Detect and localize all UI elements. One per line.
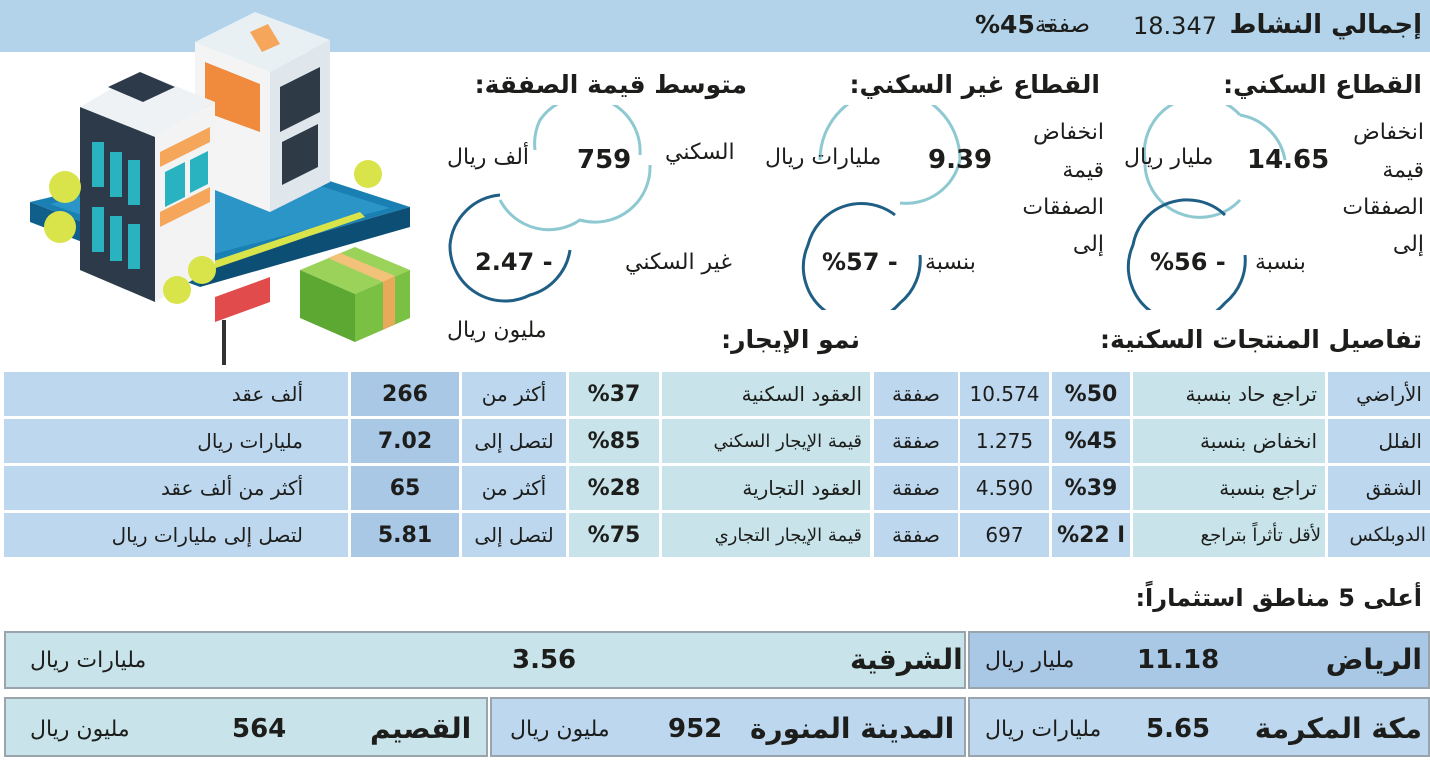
rent-pct: %75 bbox=[569, 513, 659, 557]
rent-value: 65 bbox=[351, 466, 459, 510]
product-unit: صفقة bbox=[874, 513, 958, 557]
residential-unit: مليار ريال bbox=[1124, 145, 1214, 170]
rent-qual: أكثر من bbox=[462, 372, 566, 416]
nonresidential-text-2: قيمة bbox=[1062, 158, 1104, 183]
region-madinah-unit: مليون ريال bbox=[510, 717, 610, 742]
nonresidential-unit: مليارات ريال bbox=[765, 145, 882, 170]
average-nonres-value: 2.47 - bbox=[475, 248, 553, 276]
product-pct: %22 ا bbox=[1052, 513, 1130, 557]
residential-percent: %56 - bbox=[1150, 248, 1226, 276]
product-desc: لأقل تأثراً بتراجع bbox=[1133, 513, 1325, 557]
rent-name: العقود السكنية bbox=[662, 372, 870, 416]
product-name: الفلل bbox=[1328, 419, 1430, 463]
rent-title: نمو الإيجار: bbox=[721, 325, 860, 354]
region-qassim-value: 564 bbox=[232, 714, 287, 744]
rent-value: 7.02 bbox=[351, 419, 459, 463]
average-ring bbox=[448, 105, 652, 303]
product-pct: %50 bbox=[1052, 372, 1130, 416]
product-count: 1.275 bbox=[960, 419, 1049, 463]
rent-unit: ألف عقد bbox=[4, 372, 348, 416]
product-name: الأراضي bbox=[1328, 372, 1430, 416]
product-desc: انخفاض بنسبة bbox=[1133, 419, 1325, 463]
nonresidential-value: 9.39 bbox=[928, 145, 993, 175]
product-unit: صفقة bbox=[874, 466, 958, 510]
rent-qual: لتصل إلى bbox=[462, 419, 566, 463]
nonresidential-text-1: انخفاض bbox=[1033, 120, 1104, 145]
region-riyadh-name: الرياض bbox=[1325, 643, 1422, 676]
total-deals-value: 18.347 bbox=[1133, 12, 1217, 40]
region-riyadh bbox=[968, 631, 1430, 689]
average-res-unit: ألف ريال bbox=[447, 145, 530, 170]
total-deals-unit: صفقة bbox=[1034, 12, 1090, 38]
product-name: الدوبلكس bbox=[1328, 513, 1430, 557]
residential-ratio-label: بنسبة bbox=[1255, 250, 1306, 275]
region-makkah-name: مكة المكرمة bbox=[1254, 712, 1422, 745]
total-activity-title: إجمالي النشاط bbox=[1229, 10, 1422, 40]
product-pct: %39 bbox=[1052, 466, 1130, 510]
nonresidential-ratio-label: بنسبة bbox=[925, 250, 976, 275]
average-deal-title: متوسط قيمة الصفقة: bbox=[474, 70, 747, 99]
region-madinah-value: 952 bbox=[668, 714, 723, 744]
residential-ring bbox=[1126, 105, 1287, 310]
nonresidential-sector-title: القطاع غير السكني: bbox=[849, 70, 1100, 99]
product-count: 4.590 bbox=[960, 466, 1049, 510]
nonresidential-percent: %57 - bbox=[822, 248, 898, 276]
region-sharqiya-name: الشرقية bbox=[850, 643, 963, 676]
product-unit: صفقة bbox=[874, 419, 958, 463]
rent-value: 5.81 bbox=[351, 513, 459, 557]
total-change-percent: %45 - bbox=[975, 10, 1054, 39]
region-sharqiya-value: 3.56 bbox=[512, 645, 577, 675]
residential-text-2: قيمة bbox=[1382, 158, 1424, 183]
region-riyadh-value: 11.18 bbox=[1137, 645, 1220, 675]
product-desc: تراجع حاد بنسبة bbox=[1133, 372, 1325, 416]
rent-pct: %28 bbox=[569, 466, 659, 510]
region-sharqiya-unit: مليارات ريال bbox=[30, 648, 147, 673]
residential-value: 14.65 bbox=[1247, 145, 1330, 175]
nonresidential-ring bbox=[801, 105, 962, 310]
region-madinah bbox=[490, 697, 966, 757]
product-name: الشقق bbox=[1328, 466, 1430, 510]
rent-name: قيمة الإيجار السكني bbox=[662, 419, 870, 463]
product-unit: صفقة bbox=[874, 372, 958, 416]
region-makkah-value: 5.65 bbox=[1146, 714, 1211, 744]
rent-unit: أكثر من ألف عقد bbox=[4, 466, 348, 510]
average-res-value: 759 bbox=[577, 145, 632, 175]
region-makkah-unit: مليارات ريال bbox=[985, 717, 1102, 742]
residential-text-4: إلى bbox=[1392, 232, 1424, 257]
region-qassim-name: القصيم bbox=[370, 712, 472, 745]
rent-pct: %85 bbox=[569, 419, 659, 463]
product-desc: تراجع بنسبة bbox=[1133, 466, 1325, 510]
product-pct: %45 bbox=[1052, 419, 1130, 463]
average-res-label: السكني bbox=[665, 140, 735, 165]
nonresidential-text-4: إلى bbox=[1072, 232, 1104, 257]
rent-qual: أكثر من bbox=[462, 466, 566, 510]
region-riyadh-unit: مليار ريال bbox=[985, 648, 1075, 673]
region-qassim bbox=[4, 697, 488, 757]
region-sharqiya bbox=[4, 631, 966, 689]
residential-text-3: الصفقات bbox=[1342, 195, 1424, 220]
rent-value: 266 bbox=[351, 372, 459, 416]
rent-unit: لتصل إلى مليارات ريال bbox=[4, 513, 348, 557]
average-nonres-label: غير السكني bbox=[625, 250, 732, 275]
rent-name: قيمة الإيجار التجاري bbox=[662, 513, 870, 557]
residential-sector-title: القطاع السكني: bbox=[1223, 70, 1422, 99]
region-makkah bbox=[968, 697, 1430, 757]
buildings-money-illustration bbox=[30, 12, 410, 365]
rent-unit: مليارات ريال bbox=[4, 419, 348, 463]
rent-name: العقود التجارية bbox=[662, 466, 870, 510]
products-title: تفاصيل المنتجات السكنية: bbox=[1099, 325, 1422, 354]
region-qassim-unit: مليون ريال bbox=[30, 717, 130, 742]
regions-title: أعلى 5 مناطق استثماراً: bbox=[1135, 584, 1422, 612]
nonresidential-text-3: الصفقات bbox=[1022, 195, 1104, 220]
average-nonres-unit: مليون ريال bbox=[447, 318, 547, 343]
region-madinah-name: المدينة المنورة bbox=[750, 712, 955, 745]
rent-pct: %37 bbox=[569, 372, 659, 416]
product-count: 10.574 bbox=[960, 372, 1049, 416]
rent-qual: لتصل إلى bbox=[462, 513, 566, 557]
product-count: 697 bbox=[960, 513, 1049, 557]
residential-text-1: انخفاض bbox=[1353, 120, 1424, 145]
